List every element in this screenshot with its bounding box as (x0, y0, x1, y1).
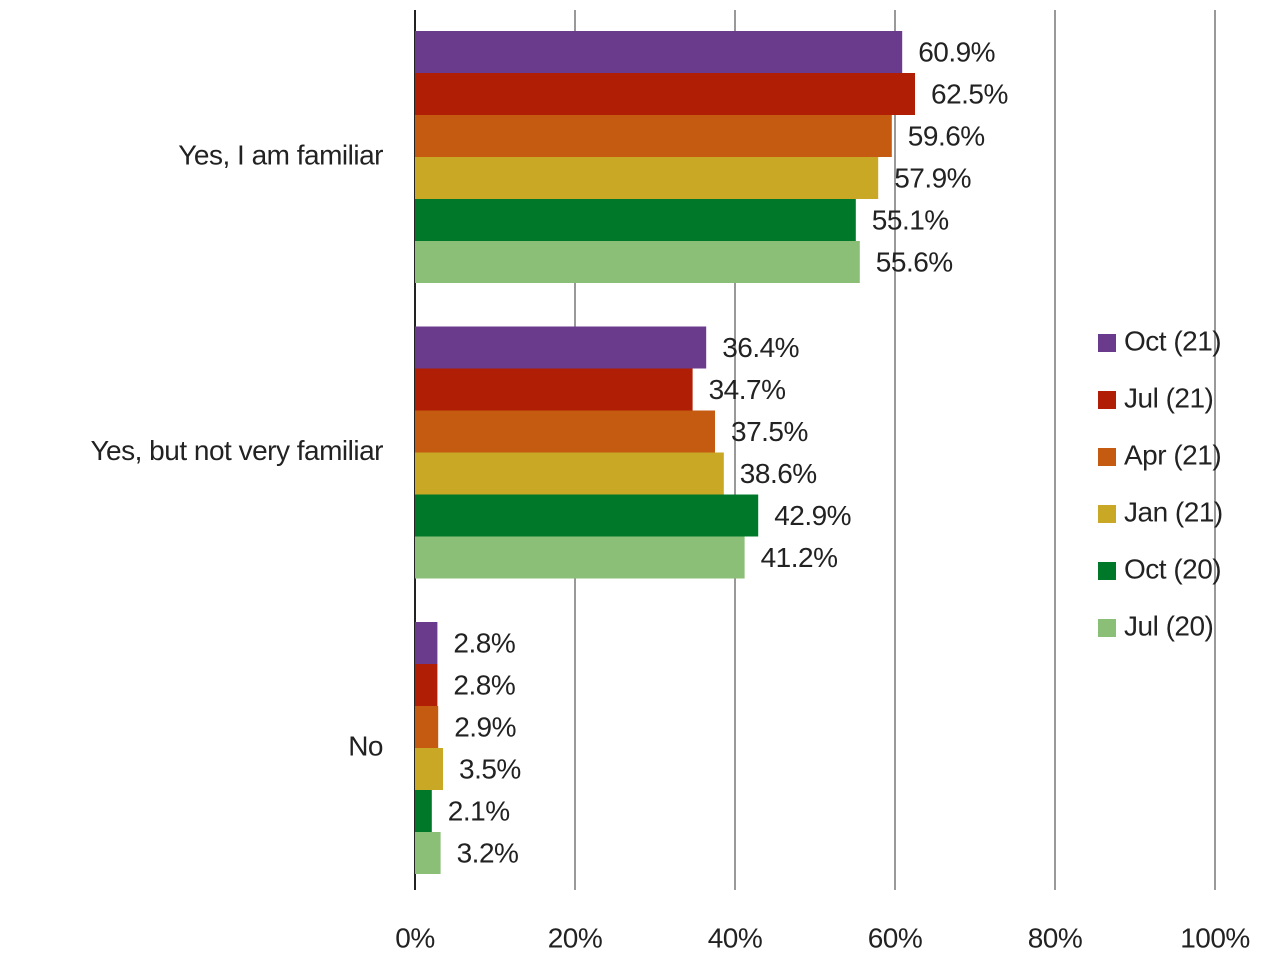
legend-label: Apr (21) (1124, 439, 1221, 470)
bar (415, 748, 443, 790)
bar (415, 368, 693, 411)
value-label: 37.5% (731, 416, 808, 447)
value-label: 41.2% (761, 542, 838, 573)
value-label: 2.8% (453, 669, 515, 700)
value-label: 2.1% (448, 795, 510, 826)
bar (415, 706, 439, 748)
x-tick-label: 40% (708, 922, 763, 953)
category-label: Yes, I am familiar (178, 139, 383, 170)
category-label: No (348, 730, 383, 761)
bar (415, 494, 759, 537)
bar (415, 832, 441, 874)
value-label: 3.2% (457, 837, 519, 868)
bar (415, 31, 903, 73)
bar (415, 73, 915, 115)
legend-label: Jul (20) (1124, 610, 1213, 641)
legend-label: Jan (21) (1124, 496, 1223, 527)
x-tick-label: 80% (1028, 922, 1083, 953)
bar (415, 326, 707, 369)
value-label: 55.6% (876, 246, 953, 277)
category-label: Yes, but not very familiar (90, 435, 383, 466)
bar (415, 622, 438, 664)
value-label: 60.9% (918, 36, 995, 67)
bar (415, 241, 860, 283)
bar (415, 199, 856, 241)
value-label: 36.4% (722, 332, 799, 363)
value-label: 62.5% (931, 78, 1008, 109)
value-label: 2.9% (454, 711, 516, 742)
legend-swatch (1098, 334, 1116, 352)
value-label: 34.7% (709, 374, 786, 405)
bar (415, 115, 892, 157)
x-tick-label: 20% (548, 922, 603, 953)
bar (415, 790, 432, 832)
value-label: 55.1% (872, 204, 949, 235)
value-label: 57.9% (894, 162, 971, 193)
legend-label: Jul (21) (1124, 382, 1213, 413)
legend-label: Oct (20) (1124, 553, 1221, 584)
value-label: 38.6% (740, 458, 817, 489)
x-tick-label: 60% (868, 922, 923, 953)
legend-label: Oct (21) (1124, 325, 1221, 356)
bar (415, 536, 745, 579)
bar (415, 452, 724, 495)
legend-swatch (1098, 562, 1116, 580)
legend-swatch (1098, 391, 1116, 409)
value-label: 3.5% (459, 753, 521, 784)
x-tick-label: 100% (1180, 922, 1250, 953)
legend-swatch (1098, 619, 1116, 637)
value-label: 2.8% (453, 627, 515, 658)
legend-swatch (1098, 505, 1116, 523)
bar (415, 410, 715, 453)
bar (415, 664, 438, 706)
value-label: 42.9% (774, 500, 851, 531)
bar (415, 157, 879, 199)
value-label: 59.6% (908, 120, 985, 151)
x-tick-label: 0% (395, 922, 434, 953)
legend-swatch (1098, 448, 1116, 466)
